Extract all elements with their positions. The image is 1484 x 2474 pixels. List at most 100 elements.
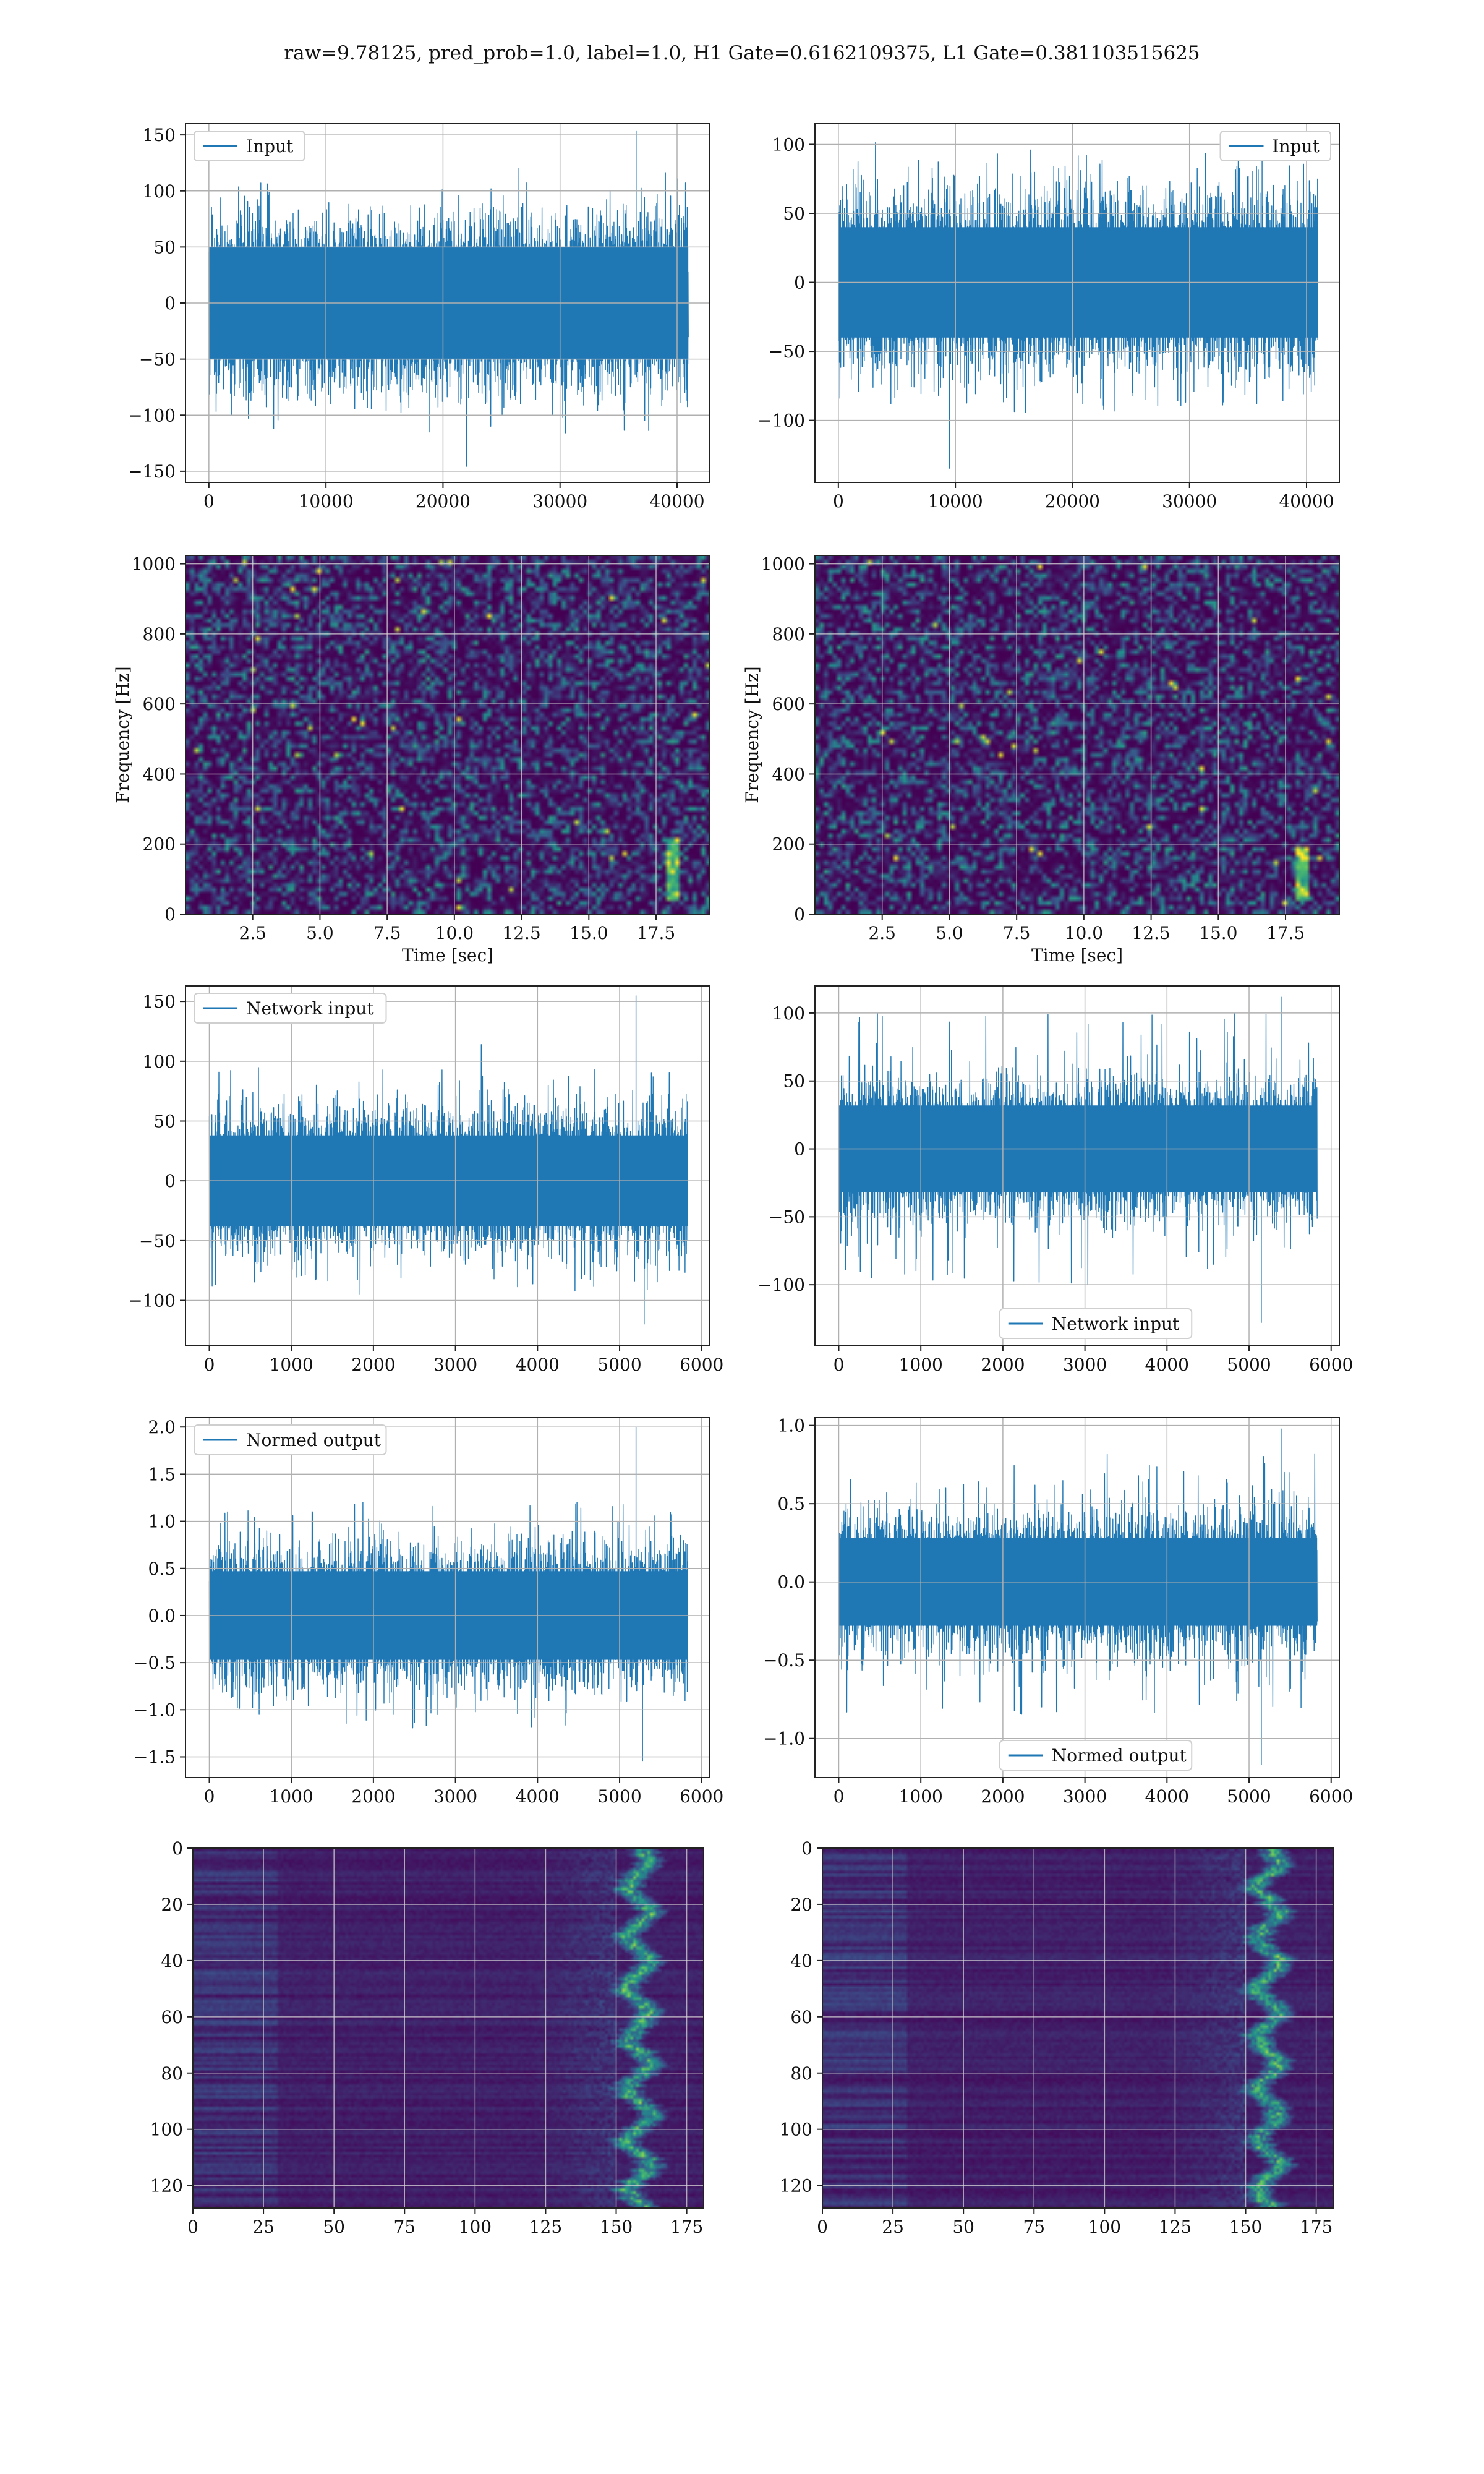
- axes-frame: [814, 123, 1340, 483]
- x-tick-label: 75: [393, 2217, 416, 2237]
- y-axis-label: Frequency [Hz]: [113, 666, 133, 803]
- legend: Input: [194, 131, 305, 161]
- axes-frame: [814, 1417, 1340, 1778]
- x-tick-label: 2000: [351, 1786, 395, 1807]
- y-tick-label: 40: [790, 1951, 812, 1971]
- x-tick-label: 2.5: [868, 923, 896, 943]
- y-tick-label: 50: [783, 203, 805, 224]
- y-tick-label: 600: [143, 694, 176, 714]
- x-tick-label: 5.0: [306, 923, 334, 943]
- y-tick-label: −50: [139, 1231, 176, 1251]
- x-tick-label: 6000: [1309, 1355, 1353, 1375]
- legend-label: Normed output: [246, 1430, 382, 1450]
- x-tick-label: 3000: [433, 1786, 477, 1807]
- y-tick-label: 0.5: [777, 1494, 805, 1514]
- y-tick-label: −150: [128, 461, 176, 482]
- legend-label: Input: [246, 136, 294, 156]
- x-tick-label: 6000: [680, 1355, 723, 1375]
- legend: Input: [1219, 131, 1331, 161]
- axes-frame: [822, 1847, 1334, 2209]
- chart-panel-row5-right: 0 25 50 75 100 125 150 175 0 20 40 60 80 100 120: [780, 1838, 1334, 2237]
- x-tick-label: 12.5: [502, 923, 540, 943]
- feature-map-image: [822, 1848, 1333, 2208]
- x-tick-label: 0: [834, 1786, 845, 1807]
- x-tick-label: 15.0: [1199, 923, 1237, 943]
- x-tick-label: 0: [204, 1786, 215, 1807]
- chart-panel-row2-right: 2.5 5.0 7.5 10.0 12.5 15.0 17.5 0 200 400 600 800 10…: [742, 554, 1340, 965]
- legend-label: Normed output: [1052, 1745, 1187, 1766]
- axes-frame: [185, 123, 710, 483]
- y-tick-label: 50: [153, 237, 176, 257]
- x-tick-label: 175: [670, 2217, 703, 2237]
- legend-label: Input: [1273, 136, 1320, 156]
- legend-box: [194, 131, 305, 161]
- x-tick-label: 6000: [680, 1786, 723, 1807]
- y-tick-label: 0: [164, 293, 176, 314]
- legend-box: [1219, 131, 1331, 161]
- y-tick-label: 120: [780, 2176, 812, 2196]
- x-tick-label: 30000: [1162, 491, 1217, 511]
- y-tick-label: 1.0: [148, 1512, 176, 1532]
- y-tick-label: 0: [801, 1838, 812, 1859]
- y-tick-label: 0: [164, 1171, 176, 1191]
- x-tick-label: 2000: [351, 1355, 395, 1375]
- y-tick-label: 2.0: [148, 1417, 176, 1437]
- x-tick-label: 4000: [1145, 1786, 1189, 1807]
- y-tick-label: 100: [772, 1003, 805, 1024]
- x-tick-label: 125: [529, 2217, 562, 2237]
- y-tick-label: 50: [783, 1071, 805, 1092]
- y-tick-label: 20: [161, 1894, 183, 1915]
- axes-frame: [814, 985, 1340, 1346]
- y-tick-label: 200: [772, 834, 805, 855]
- chart-panel-row4-left: 0 1000 2000 3000 4000 5000 6000 −1.5 −1.0 −0.5 0.0…: [134, 1417, 723, 1807]
- y-tick-label: 20: [790, 1894, 812, 1915]
- y-tick-label: 80: [161, 2063, 183, 2084]
- x-tick-label: 4000: [516, 1786, 560, 1807]
- x-tick-label: 17.5: [1266, 923, 1305, 943]
- spectrogram-image: [186, 555, 710, 914]
- y-tick-label: 0: [172, 1838, 183, 1859]
- legend-box: [999, 1740, 1193, 1771]
- y-tick-label: 1.0: [777, 1416, 805, 1436]
- x-tick-label: 0: [204, 1355, 215, 1375]
- x-tick-label: 10000: [299, 491, 354, 511]
- x-tick-label: 2.5: [239, 923, 267, 943]
- x-tick-label: 1000: [899, 1786, 943, 1807]
- x-tick-label: 10.0: [1065, 923, 1103, 943]
- x-tick-label: 3000: [433, 1355, 477, 1375]
- x-tick-label: 7.5: [373, 923, 401, 943]
- y-tick-label: 80: [790, 2063, 812, 2084]
- x-tick-label: 40000: [1279, 491, 1334, 511]
- chart-panel-row4-right: 0 1000 2000 3000 4000 5000 6000 −1.0 −0.5 0.0 0.5 1…: [763, 1416, 1353, 1807]
- x-tick-label: 2000: [981, 1355, 1025, 1375]
- x-tick-label: 10.0: [435, 923, 474, 943]
- y-tick-label: 60: [161, 2007, 183, 2027]
- x-tick-label: 50: [323, 2217, 345, 2237]
- legend: Network input: [194, 993, 387, 1024]
- y-tick-label: −50: [139, 349, 176, 370]
- y-tick-label: 50: [153, 1111, 176, 1131]
- x-tick-label: 15.0: [569, 923, 608, 943]
- y-tick-label: −1.0: [763, 1729, 805, 1749]
- y-tick-label: 150: [143, 991, 176, 1012]
- x-tick-label: 150: [1229, 2217, 1262, 2237]
- x-tick-label: 1000: [270, 1786, 313, 1807]
- axes-frame: [814, 555, 1340, 915]
- y-tick-label: −50: [769, 1207, 805, 1227]
- x-tick-label: 5000: [1227, 1786, 1271, 1807]
- y-tick-label: 0.5: [148, 1559, 176, 1579]
- x-tick-label: 12.5: [1132, 923, 1170, 943]
- figure-title: raw=9.78125, pred_prob=1.0, label=1.0, H…: [284, 42, 1200, 64]
- x-tick-label: 3000: [1063, 1786, 1107, 1807]
- x-tick-label: 150: [600, 2217, 633, 2237]
- y-tick-label: −1.0: [134, 1700, 176, 1720]
- y-tick-label: 60: [790, 2007, 812, 2027]
- chart-panel-row5-left: 0 25 50 75 100 125 150 175 0 20 40 60 80 100 120: [150, 1838, 704, 2237]
- x-tick-label: 5000: [1227, 1355, 1271, 1375]
- y-tick-label: 400: [772, 764, 805, 784]
- legend-label: Network input: [246, 998, 374, 1019]
- x-tick-label: 5.0: [936, 923, 963, 943]
- y-tick-label: −100: [128, 1291, 176, 1311]
- x-tick-label: 20000: [1045, 491, 1100, 511]
- x-tick-label: 4000: [1145, 1355, 1189, 1375]
